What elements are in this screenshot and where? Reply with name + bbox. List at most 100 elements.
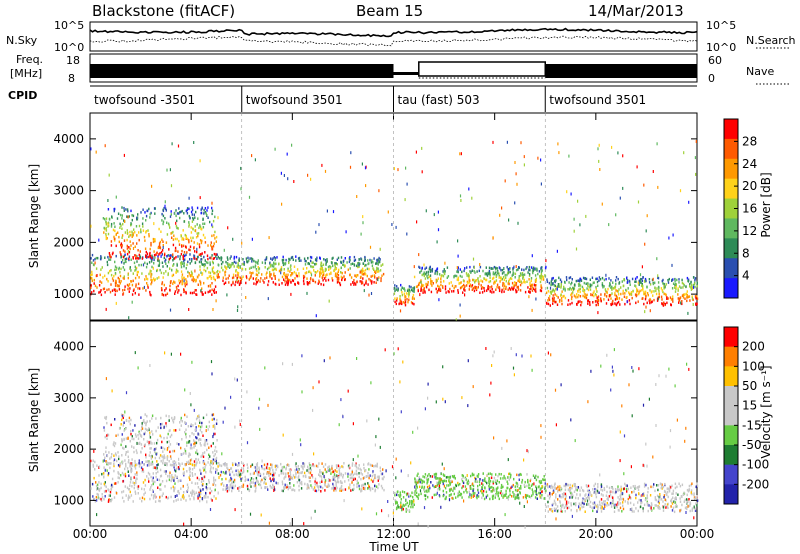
data-cell bbox=[135, 268, 137, 271]
data-cell bbox=[230, 283, 233, 287]
data-cell bbox=[397, 288, 399, 291]
data-cell bbox=[188, 441, 190, 444]
data-cell bbox=[191, 208, 194, 212]
data-cell bbox=[336, 272, 338, 275]
data-cell bbox=[435, 287, 437, 291]
data-cell bbox=[212, 308, 214, 311]
data-cell bbox=[178, 243, 181, 246]
data-cell bbox=[226, 256, 229, 259]
data-cell bbox=[452, 497, 454, 500]
data-cell bbox=[323, 277, 326, 280]
data-cell bbox=[184, 448, 186, 451]
data-cell bbox=[531, 270, 534, 273]
data-cell bbox=[301, 466, 304, 469]
data-cell bbox=[350, 489, 352, 492]
data-cell bbox=[509, 489, 511, 493]
data-cell bbox=[283, 477, 285, 480]
data-cell bbox=[357, 262, 359, 265]
data-cell bbox=[420, 280, 422, 284]
data-cell bbox=[232, 273, 235, 277]
data-cell bbox=[340, 489, 343, 492]
data-cell bbox=[553, 499, 556, 502]
data-cell bbox=[272, 486, 275, 489]
data-cell bbox=[257, 262, 259, 265]
data-cell bbox=[445, 291, 447, 294]
data-cell bbox=[214, 230, 216, 234]
data-cell bbox=[413, 275, 416, 279]
data-cell bbox=[413, 286, 416, 289]
data-cell bbox=[394, 493, 396, 497]
data-cell bbox=[641, 265, 643, 269]
data-cell bbox=[278, 262, 280, 266]
data-cell bbox=[159, 483, 161, 487]
data-cell bbox=[643, 290, 645, 294]
data-cell bbox=[417, 283, 420, 287]
data-cell bbox=[339, 283, 342, 287]
data-cell bbox=[529, 479, 531, 483]
data-cell bbox=[140, 451, 142, 454]
data-cell bbox=[154, 278, 156, 281]
data-cell bbox=[625, 289, 628, 293]
data-cell bbox=[170, 254, 172, 257]
data-cell bbox=[662, 282, 664, 285]
data-cell bbox=[148, 461, 151, 464]
data-cell bbox=[467, 281, 469, 285]
data-cell bbox=[210, 274, 212, 278]
data-cell bbox=[162, 209, 165, 213]
data-cell bbox=[219, 474, 222, 477]
data-cell bbox=[123, 219, 125, 222]
data-cell bbox=[195, 491, 197, 494]
data-cell bbox=[339, 489, 341, 492]
data-cell bbox=[342, 476, 344, 479]
data-cell bbox=[690, 286, 692, 289]
data-cell bbox=[639, 273, 642, 277]
freq-label-line2: [MHz] bbox=[10, 67, 42, 80]
data-cell bbox=[166, 265, 168, 268]
data-cell bbox=[498, 289, 501, 293]
data-cell bbox=[495, 279, 498, 282]
data-cell bbox=[155, 467, 157, 471]
data-cell bbox=[257, 473, 259, 477]
data-cell bbox=[328, 272, 331, 276]
data-cell bbox=[445, 497, 447, 500]
data-cell bbox=[256, 269, 258, 273]
data-cell bbox=[246, 276, 248, 280]
data-cell bbox=[679, 484, 682, 488]
data-cell bbox=[241, 241, 243, 245]
data-cell bbox=[615, 213, 617, 217]
data-cell bbox=[488, 280, 490, 284]
data-cell bbox=[104, 274, 106, 278]
data-cell bbox=[196, 293, 198, 296]
data-cell bbox=[655, 289, 657, 293]
data-cell bbox=[295, 462, 297, 465]
data-cell bbox=[266, 464, 268, 467]
data-cell bbox=[137, 287, 139, 290]
data-cell bbox=[103, 482, 105, 486]
data-cell bbox=[137, 257, 140, 260]
data-cell bbox=[624, 302, 626, 306]
data-cell bbox=[361, 162, 363, 166]
data-cell bbox=[126, 252, 129, 256]
data-cell bbox=[470, 487, 472, 490]
data-cell bbox=[486, 289, 488, 292]
data-cell bbox=[343, 259, 345, 263]
data-cell bbox=[180, 261, 182, 265]
colorbar-tick-label: 24 bbox=[742, 157, 757, 171]
data-cell bbox=[306, 291, 308, 295]
data-cell bbox=[175, 255, 177, 259]
data-cell bbox=[443, 270, 445, 274]
data-cell bbox=[505, 276, 507, 280]
data-cell bbox=[237, 464, 239, 467]
data-cell bbox=[308, 270, 310, 274]
data-cell bbox=[166, 292, 169, 295]
data-cell bbox=[337, 256, 340, 260]
data-cell bbox=[468, 187, 470, 191]
data-cell bbox=[271, 474, 274, 477]
data-cell bbox=[662, 304, 665, 307]
data-cell bbox=[371, 259, 373, 262]
data-cell bbox=[534, 289, 536, 292]
data-cell bbox=[167, 272, 169, 275]
data-cell bbox=[235, 255, 238, 259]
data-cell bbox=[464, 267, 466, 270]
data-cell bbox=[382, 468, 384, 471]
